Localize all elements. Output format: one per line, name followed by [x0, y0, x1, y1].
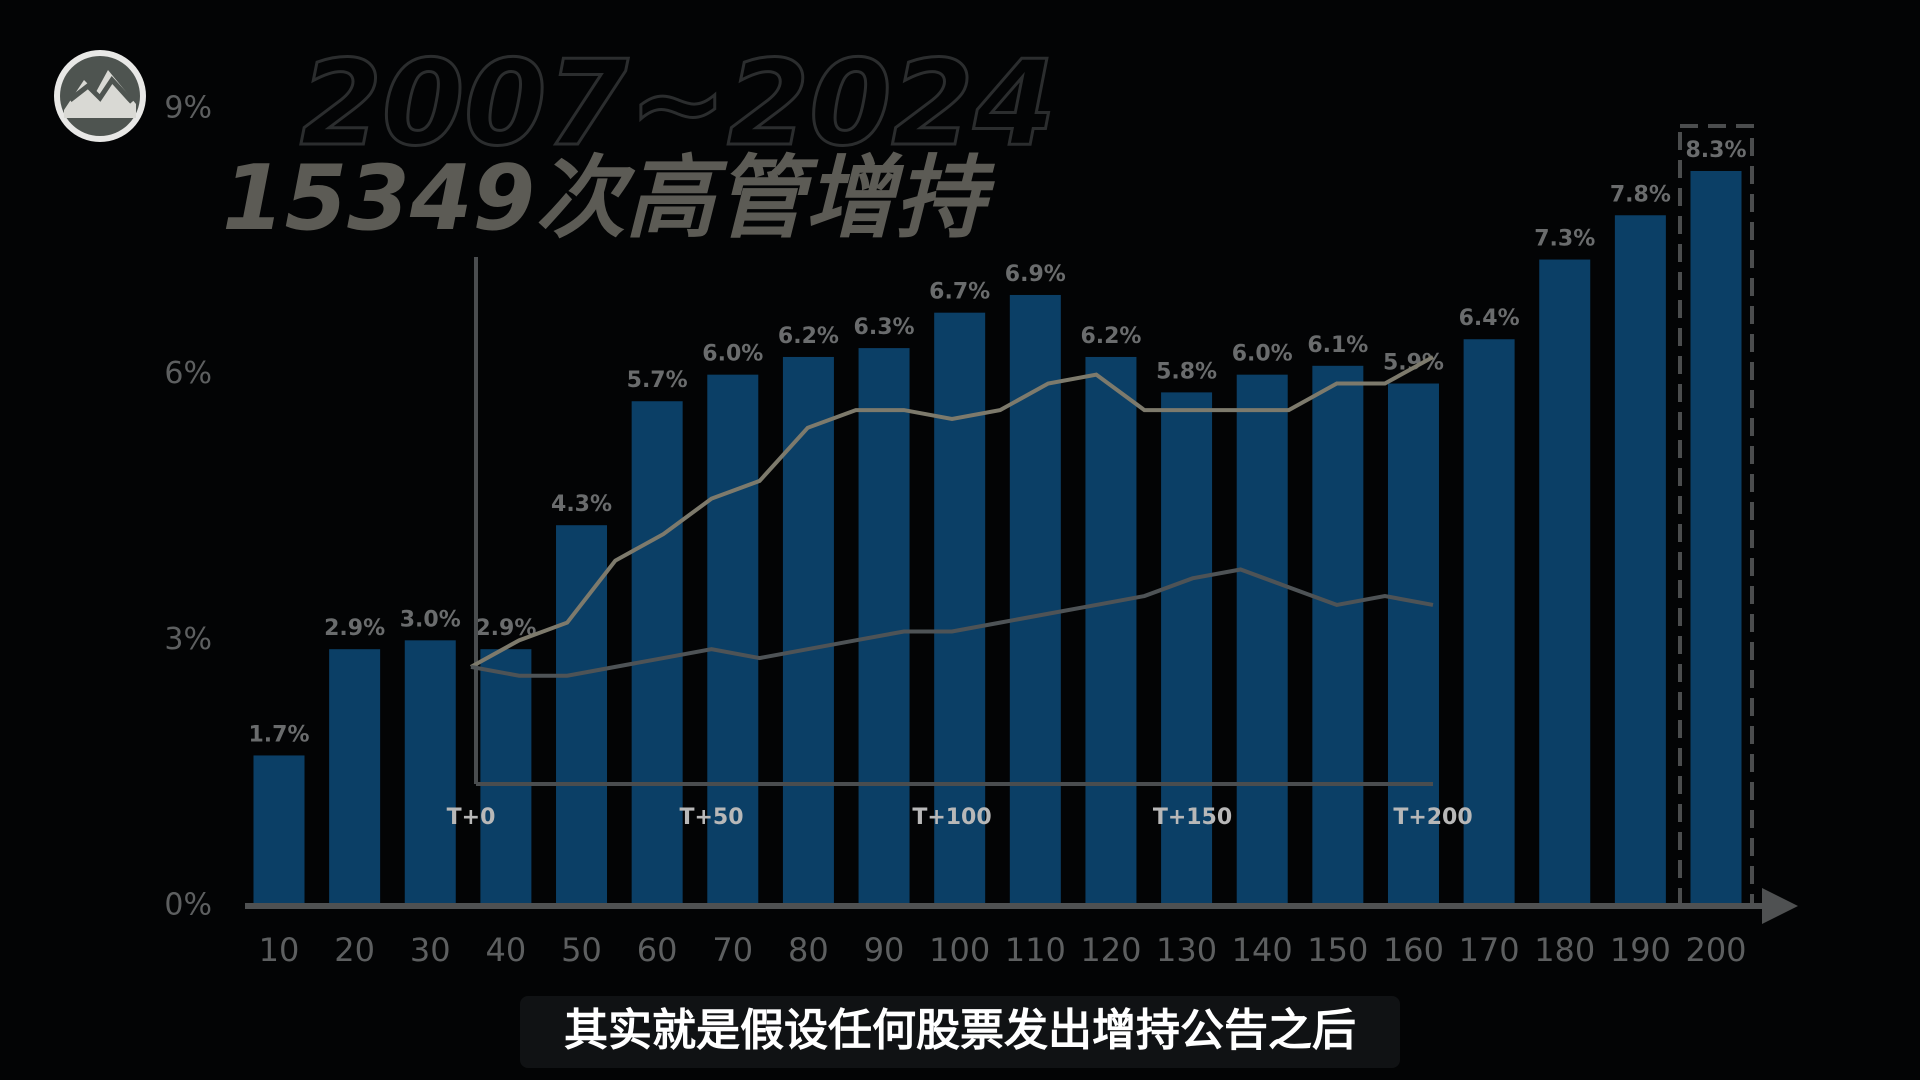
x-tick-label: 140 [1232, 931, 1293, 969]
x-tick-label: 70 [712, 931, 753, 969]
value-label: 5.9% [1383, 351, 1444, 376]
inset-x-tick-label: T+200 [1393, 805, 1472, 830]
x-tick-label: 180 [1534, 931, 1595, 969]
title: 2007~2024 [300, 34, 1056, 172]
x-tick-label: 20 [334, 931, 375, 969]
bar [1009, 294, 1061, 906]
inset-x-tick-label: T+150 [1153, 805, 1232, 830]
y-tick-label: 9% [164, 91, 212, 126]
value-label: 4.3% [551, 492, 612, 517]
bar [1463, 339, 1515, 906]
bar [858, 348, 910, 907]
value-label: 6.4% [1459, 306, 1520, 331]
inset-x-tick-label: T+100 [912, 805, 991, 830]
logo [54, 50, 146, 142]
value-label: 6.3% [854, 315, 915, 340]
x-tick-label: 30 [410, 931, 451, 969]
bar [1161, 392, 1213, 906]
x-tick-label: 160 [1383, 931, 1444, 969]
inset-line [470, 567, 1434, 678]
bar [1539, 259, 1591, 906]
x-tick-label: 60 [637, 931, 678, 969]
caption-box [520, 996, 1400, 1068]
bar [707, 374, 759, 907]
bar [1312, 365, 1364, 906]
value-label: 2.9% [324, 616, 385, 641]
x-tick-label: 100 [929, 931, 990, 969]
x-tick-label: 170 [1459, 931, 1520, 969]
value-label: 6.1% [1307, 333, 1368, 358]
value-label: 6.9% [1005, 262, 1066, 287]
inset-x-tick-label: T+50 [679, 805, 743, 830]
bar [1236, 374, 1288, 907]
x-tick-label: 120 [1080, 931, 1141, 969]
x-tick-label: 50 [561, 931, 602, 969]
bar [782, 356, 834, 906]
x-tick-label: 130 [1156, 931, 1217, 969]
value-label: 6.2% [778, 324, 839, 349]
x-tick-label: 150 [1307, 931, 1368, 969]
bar [404, 640, 456, 906]
y-tick-label: 3% [164, 622, 212, 657]
bar [329, 649, 381, 906]
bar [1614, 215, 1666, 906]
y-tick-label: 6% [164, 356, 212, 391]
x-tick-label: 40 [486, 931, 527, 969]
x-tick-label: 10 [259, 931, 300, 969]
x-tick-label: 190 [1610, 931, 1671, 969]
y-tick-label: 0% [164, 888, 212, 923]
value-label: 6.7% [929, 280, 990, 305]
value-label: 5.7% [627, 368, 688, 393]
bar [556, 525, 608, 906]
x-tick-label: 200 [1685, 931, 1746, 969]
value-label: 6.2% [1080, 324, 1141, 349]
bar [1690, 170, 1742, 906]
x-tick-label: 90 [864, 931, 905, 969]
value-label: 7.8% [1610, 182, 1671, 207]
bar [934, 312, 986, 907]
inset-line [470, 355, 1434, 669]
value-label: 5.8% [1156, 359, 1217, 384]
inset-x-tick-label: T+0 [447, 805, 496, 830]
bar [631, 401, 683, 906]
value-label: 7.3% [1534, 227, 1595, 252]
bar [1387, 383, 1439, 906]
subtitle: 15349次高管增持 [222, 146, 995, 251]
value-label: 6.0% [702, 342, 763, 367]
x-tick-label: 80 [788, 931, 829, 969]
value-label: 6.0% [1232, 342, 1293, 367]
value-label: 8.3% [1685, 138, 1746, 163]
highlight-box [1678, 124, 1754, 908]
value-label: 1.7% [248, 722, 309, 747]
caption: 其实就是假设任何股票发出增持公告之后 [564, 1005, 1356, 1056]
x-tick-label: 110 [1005, 931, 1066, 969]
value-label: 3.0% [400, 607, 461, 632]
bar [253, 755, 305, 906]
bar [480, 649, 532, 906]
bar [1085, 356, 1137, 906]
axis-arrow [1762, 888, 1798, 924]
